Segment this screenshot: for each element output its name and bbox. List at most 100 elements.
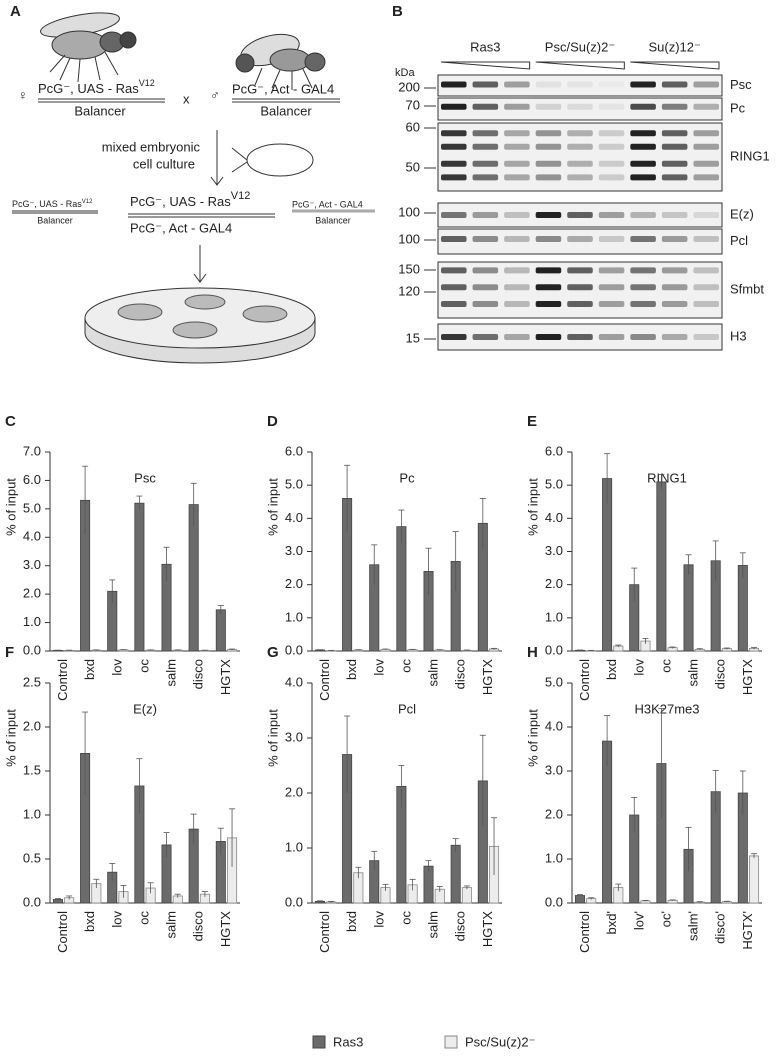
blot-band <box>630 267 656 274</box>
blot-band <box>535 143 562 150</box>
blot-band <box>661 103 688 110</box>
error-bar <box>201 891 208 897</box>
blot-band <box>661 160 688 167</box>
x-tick-label: lov <box>371 911 386 928</box>
bar <box>423 865 434 904</box>
error-bar <box>174 893 181 898</box>
error-bar <box>328 900 335 903</box>
y-tick-label: 4.0 <box>285 674 303 689</box>
x-tick-label: disco <box>191 911 206 941</box>
dilution-wedge <box>535 61 625 70</box>
blot-band <box>535 301 562 307</box>
error-bar <box>316 900 323 902</box>
blot-strip <box>437 97 723 121</box>
y-tick-label: 2.0 <box>23 586 41 601</box>
blot-band <box>535 130 562 137</box>
error-bar <box>217 827 224 855</box>
x-tick-label: lov <box>631 659 646 676</box>
blot-strip <box>437 74 723 97</box>
error-bar <box>66 895 73 900</box>
marker-label: 100 <box>398 231 420 246</box>
x-tick-label: Control <box>317 911 332 953</box>
blot-band <box>661 143 688 150</box>
y-axis-label: % of input <box>3 478 18 536</box>
y-tick-label: 4.0 <box>285 510 303 525</box>
y-tick-label: 5.0 <box>545 477 563 492</box>
blot-band <box>598 103 625 110</box>
y-tick-label: 1.0 <box>545 850 563 865</box>
error-bar <box>463 885 470 890</box>
blot-band <box>504 81 530 88</box>
row-label: Pc <box>730 100 746 115</box>
blot-band <box>661 334 688 340</box>
row-label: H3 <box>730 328 747 343</box>
bar <box>737 565 748 652</box>
y-tick-label: 0.0 <box>23 642 41 657</box>
blot-band <box>535 284 562 291</box>
blot-band <box>567 103 593 110</box>
y-tick-label: 2.0 <box>545 576 563 591</box>
blot-band <box>504 103 530 110</box>
blot-band <box>504 334 530 340</box>
error-bar <box>751 853 758 859</box>
blot-band <box>441 236 467 242</box>
superscript: V12 <box>139 78 155 88</box>
blot-band <box>630 236 656 242</box>
x-tick-label: oc' <box>658 911 673 927</box>
x-tick-label: HGTX <box>218 659 233 695</box>
bar <box>134 502 145 652</box>
error-bar <box>229 808 236 867</box>
panel-label: B <box>392 3 403 20</box>
legend-swatch <box>312 1035 326 1049</box>
genotype-text: PcG⁻, UAS - Ras <box>12 199 82 209</box>
x-tick-label: Control <box>55 911 70 953</box>
blot-band <box>472 143 499 150</box>
bar <box>656 481 667 652</box>
error-bar <box>712 770 719 813</box>
x-tick-label: salm <box>426 659 441 686</box>
marker-label: 120 <box>398 283 420 298</box>
blot-band <box>567 267 593 274</box>
x-tick-label: disco <box>191 659 206 689</box>
error-bar <box>82 711 89 795</box>
dilution-wedge <box>440 61 531 70</box>
error-bar <box>163 546 170 582</box>
x-tick-label: HGTX <box>740 659 755 695</box>
row-label: Sfmbt <box>730 281 764 296</box>
blot-band <box>599 81 625 87</box>
blot-band <box>693 267 719 274</box>
x-tick-label: disco <box>713 659 728 689</box>
x-tick-label: oc <box>398 659 413 673</box>
blot-band <box>567 143 593 150</box>
blot-band <box>472 81 499 88</box>
error-bar <box>328 649 335 651</box>
error-bar <box>751 646 758 650</box>
blot-band <box>630 212 656 218</box>
error-bar <box>316 649 323 651</box>
error-bar <box>631 797 638 833</box>
y-tick-label: 3.0 <box>23 557 41 572</box>
female-symbol: ♀ <box>18 87 28 102</box>
error-bar <box>452 838 459 852</box>
blot-band <box>598 284 625 291</box>
embryo <box>246 143 314 177</box>
y-tick-label: 1.0 <box>285 839 303 854</box>
panel-label: G <box>267 644 279 661</box>
bar <box>461 887 472 904</box>
blot-band <box>441 267 467 274</box>
chart: H H3K27me3 % of input 0.0 1.0 2.0 3.0 4.0 5.0 Con… <box>525 644 762 953</box>
blot-band <box>504 174 530 181</box>
y-tick-label: 3.0 <box>545 762 563 777</box>
error-bar <box>425 860 432 872</box>
y-axis-label: % of input <box>525 709 540 767</box>
fly-left <box>40 12 137 83</box>
y-tick-label: 1.5 <box>23 762 41 777</box>
y-tick-label: 5.0 <box>285 477 303 492</box>
error-bar <box>136 495 143 511</box>
error-bar <box>190 813 197 845</box>
error-bar <box>147 882 154 894</box>
error-bar <box>344 464 351 532</box>
blot-band <box>567 130 593 137</box>
y-tick-label: 3.0 <box>285 543 303 558</box>
y-tick-label: 2.0 <box>23 718 41 733</box>
